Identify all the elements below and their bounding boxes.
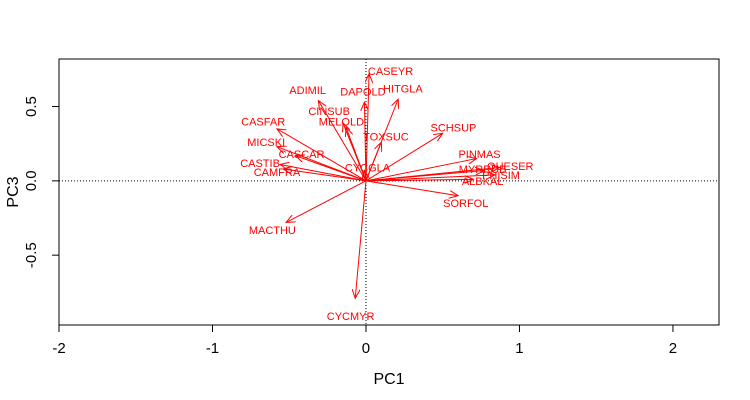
vector-label-melold: MELOLD [319, 116, 364, 128]
vector-label-dapold: DAPOLD [340, 87, 385, 99]
vector-label-cinsub: CINSUB [308, 106, 350, 118]
vector-label-toxsuc: TOXSUC [363, 131, 409, 143]
vector-arrow-castib [280, 165, 367, 182]
x-tick-label: -2 [52, 340, 65, 357]
x-axis-title: PC1 [373, 371, 404, 388]
x-axis: -2 -1 0 1 2 [52, 324, 677, 357]
vector-arrow-pinmas [365, 159, 477, 182]
vector-arrow-camfra [283, 169, 367, 182]
y-tick-label: -0.5 [23, 242, 40, 268]
vector-label-camfra: CAMFRA [254, 167, 301, 179]
x-tick-label: 1 [515, 340, 523, 357]
y-tick-label: 0.0 [23, 170, 40, 191]
y-tick-label: 0.5 [23, 96, 40, 117]
vector-label-cascar: CASCAR [279, 149, 325, 161]
vector-arrow-cycgla [364, 170, 366, 181]
x-tick-label: -1 [206, 340, 219, 357]
vector-arrow-adimil [318, 101, 367, 182]
vector-arrow-queser [365, 167, 500, 182]
vector-arrow-sorfol [365, 180, 458, 196]
plot-frame [58, 58, 720, 326]
vector-label-pinmas: PINMAS [458, 149, 500, 161]
vector-label-phisim: PHISIM [482, 170, 520, 182]
vector-arrow-cascar [295, 156, 367, 182]
vector-arrow-macthu [286, 180, 367, 223]
vector-label-cycmyr: CYCMYR [327, 311, 375, 323]
vector-label-macthu: MACTHU [249, 225, 296, 237]
vector-label-castib: CASTIB [240, 158, 280, 170]
vector-arrow-caseyr [366, 74, 369, 181]
vector-label-adimil: ADIMIL [289, 85, 326, 97]
vector-arrow-albkal [365, 179, 473, 180]
vector-arrow-dapold [364, 102, 366, 181]
y-axis-title: PC3 [5, 176, 22, 207]
x-tick-label: 2 [669, 340, 677, 357]
vector-arrow-schsup [365, 133, 443, 182]
vector-label-queser: QUESER [487, 161, 534, 173]
x-tick-label: 0 [362, 340, 370, 357]
vector-label-hitgla: HITGLA [383, 84, 423, 96]
vector-label-micski: MICSKI [247, 137, 285, 149]
vector-arrow-cycmyr [355, 180, 367, 298]
vector-label-albkal: ALBKAL [462, 176, 504, 188]
reference-lines [59, 59, 719, 325]
vector-label-casfar: CASFAR [241, 116, 285, 128]
vector-label-schsup: SCHSUP [431, 122, 477, 134]
vector-label-cycgla: CYCGLA [345, 162, 391, 174]
y-axis: -0.5 0.0 0.5 [23, 96, 60, 268]
vector-label-sorfol: SORFOL [443, 198, 488, 210]
vector-arrow-casfar [277, 129, 367, 182]
vector-label-caseyr: CASEYR [368, 66, 413, 78]
